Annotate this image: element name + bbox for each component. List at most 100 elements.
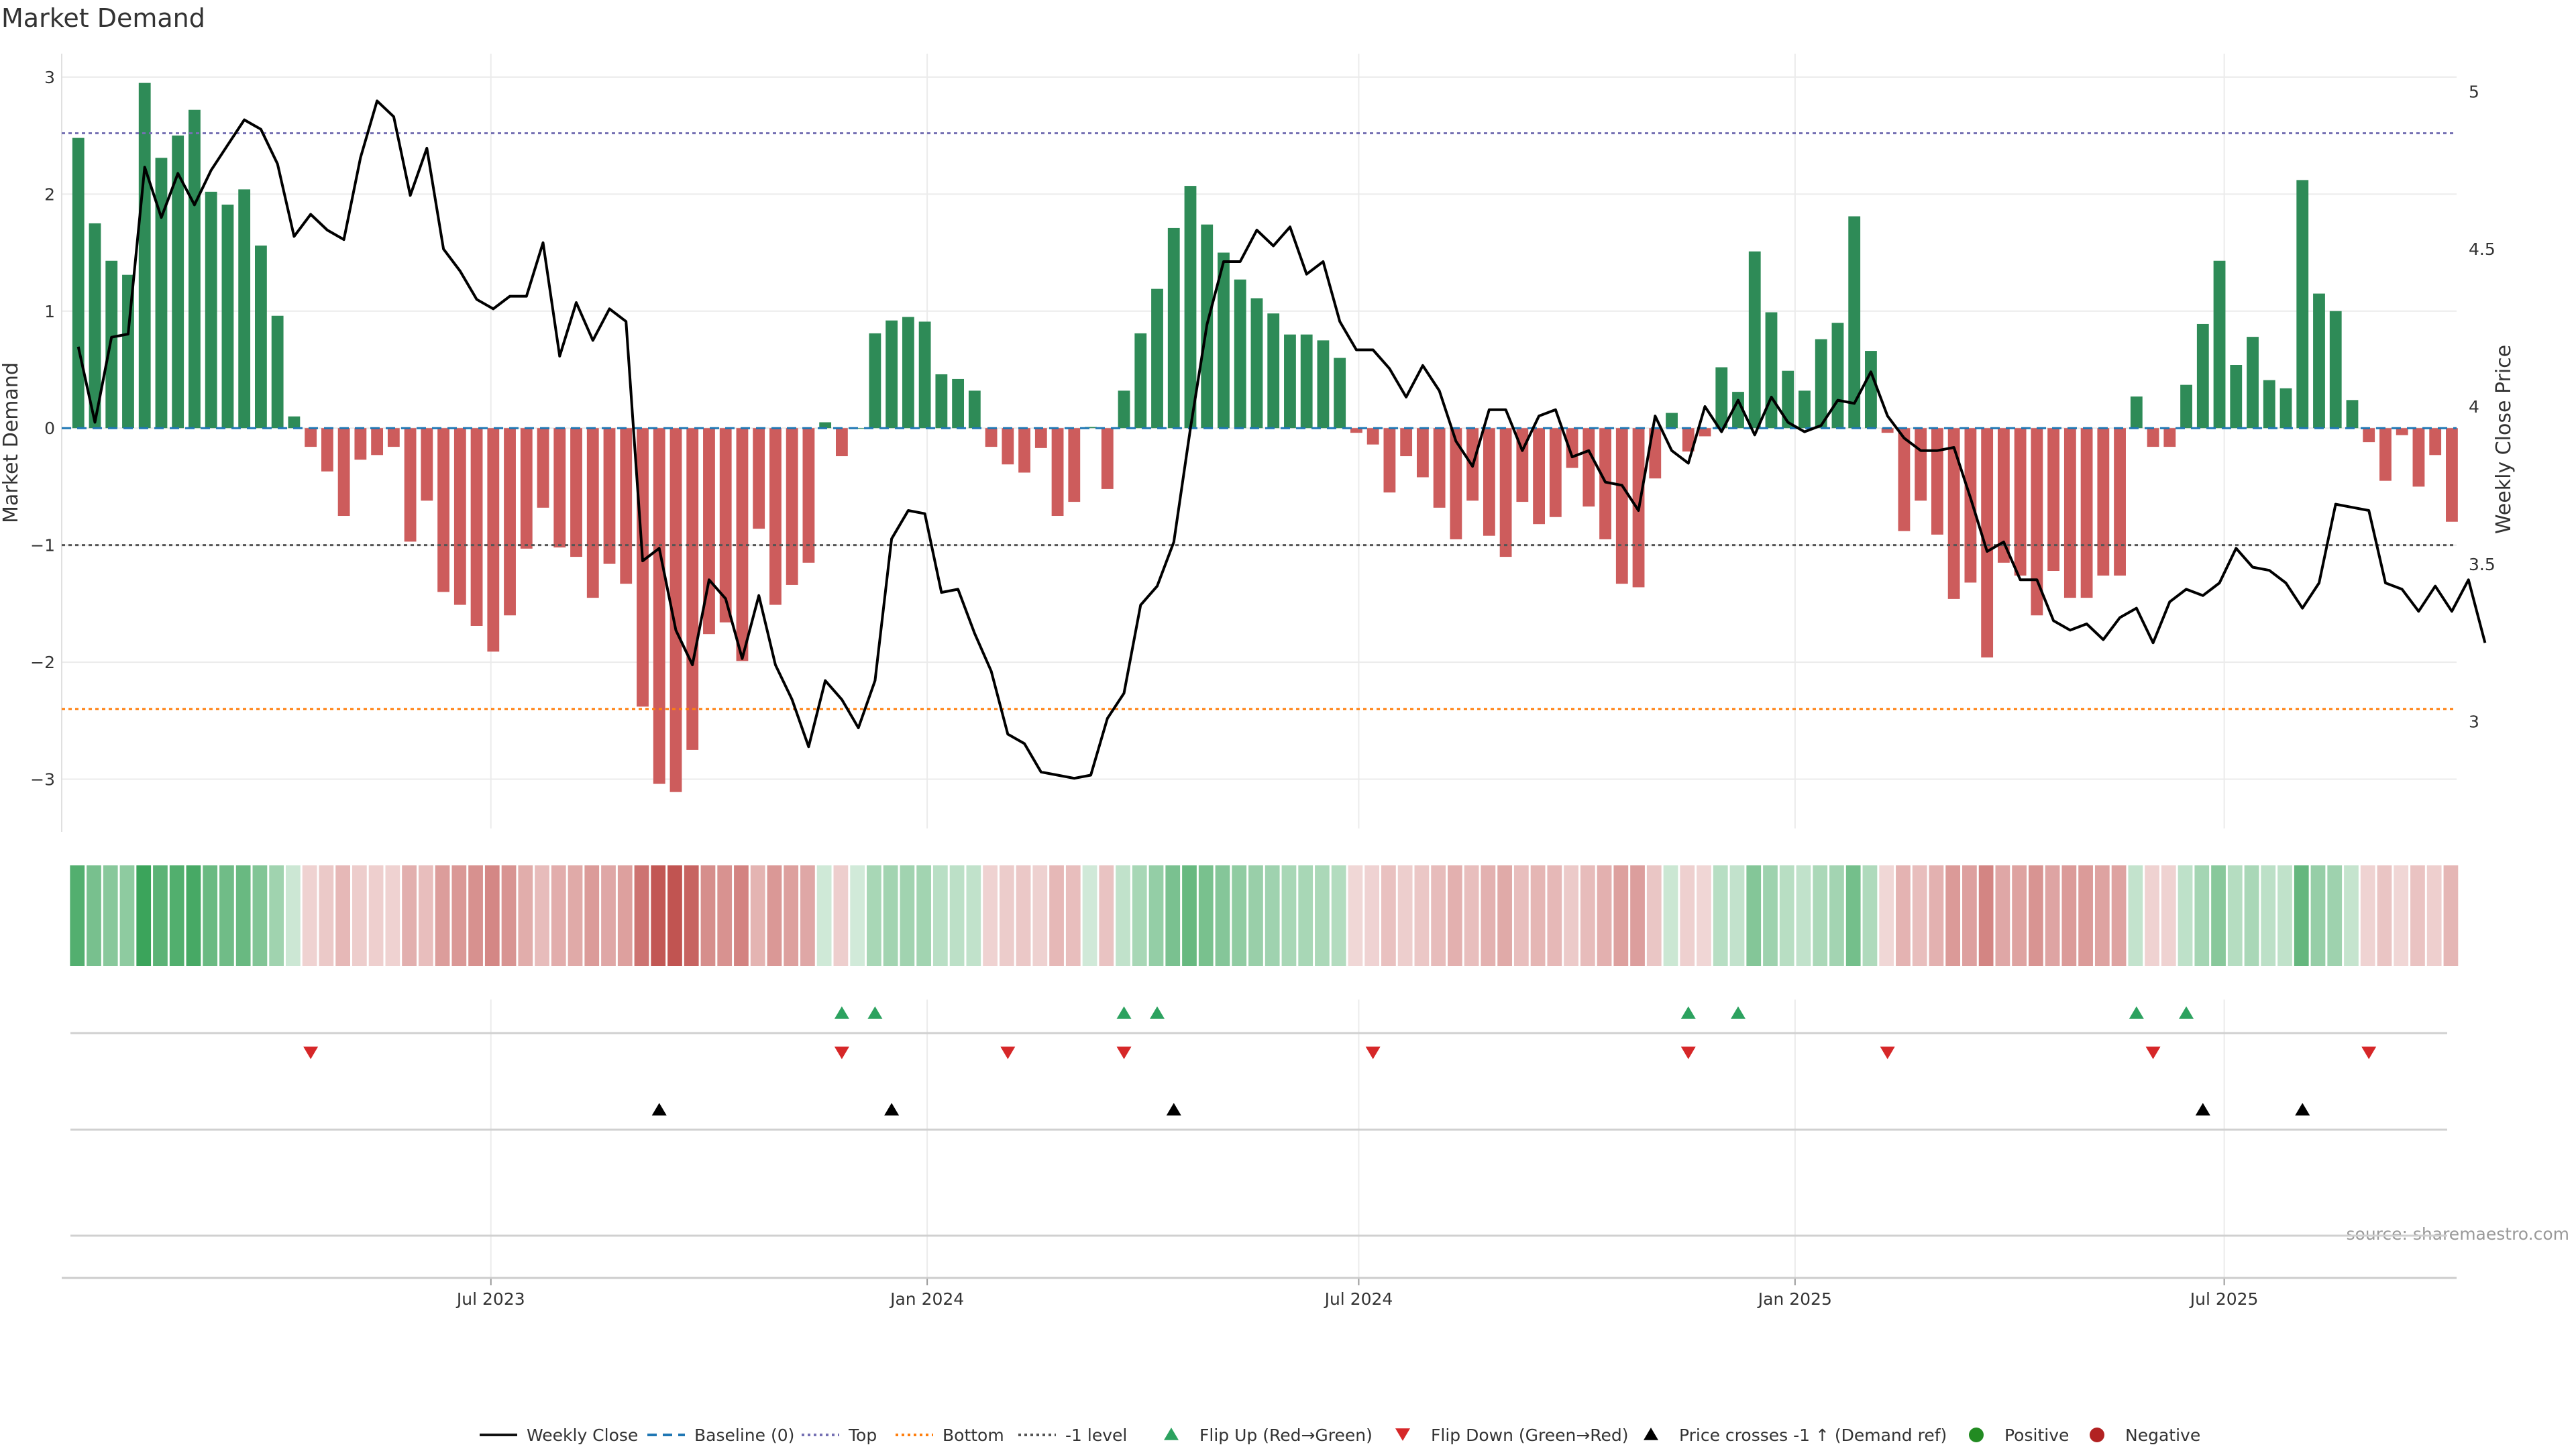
heat-cell	[1613, 865, 1629, 966]
demand-bar	[2230, 365, 2243, 429]
legend-swatch	[1395, 1428, 1410, 1441]
demand-bar	[2213, 260, 2226, 429]
heat-cell	[1032, 865, 1048, 966]
heat-cell	[2078, 865, 2093, 966]
heat-cell	[468, 865, 483, 966]
y-tick-label-right: 3	[2469, 712, 2479, 732]
demand-bar	[1350, 428, 1362, 433]
demand-bar	[1799, 390, 1811, 429]
demand-bar	[1881, 428, 1894, 433]
demand-bar	[2279, 388, 2292, 429]
heat-cell	[186, 865, 201, 966]
demand-bar	[1300, 334, 1313, 429]
heat-cell	[1829, 865, 1844, 966]
demand-bar	[2247, 337, 2259, 429]
demand-bar	[2379, 428, 2392, 481]
heat-cell	[1182, 865, 1197, 966]
heat-cell	[169, 865, 184, 966]
legend-swatch	[2090, 1428, 2104, 1442]
heat-cell	[1945, 865, 1961, 966]
heat-cell	[501, 865, 517, 966]
demand-bar	[603, 428, 616, 564]
heat-cell	[2061, 865, 2077, 966]
demand-bar	[1118, 390, 1130, 429]
heat-cell	[1513, 865, 1529, 966]
y-tick-label-left: −2	[30, 653, 55, 672]
demand-bar	[1400, 428, 1413, 457]
demand-bar	[968, 390, 981, 429]
demand-bar	[918, 321, 931, 429]
demand-bar	[321, 428, 333, 472]
legend-label: Positive	[2004, 1426, 2069, 1445]
demand-bar	[653, 428, 665, 784]
y-tick-label-left: 0	[44, 419, 55, 438]
demand-bar	[753, 428, 765, 529]
heat-cell	[949, 865, 965, 966]
heat-cell	[2012, 865, 2027, 966]
heat-cell	[2178, 865, 2193, 966]
legend-label: -1 level	[1065, 1426, 1127, 1445]
heat-cell	[932, 865, 948, 966]
demand-bar	[2130, 396, 2143, 429]
demand-bar	[1184, 186, 1197, 429]
demand-bar	[1931, 428, 1943, 535]
demand-bar	[1848, 216, 1861, 429]
demand-bar	[2429, 428, 2442, 455]
heat-cell	[435, 865, 450, 966]
flip-up-marker	[2179, 1006, 2194, 1019]
heat-cell	[2244, 865, 2259, 966]
y-tick-label-right: 4.5	[2469, 239, 2496, 259]
demand-bar	[1334, 358, 1346, 429]
heat-cell	[1995, 865, 2010, 966]
heat-cell	[518, 865, 533, 966]
heat-cell	[734, 865, 749, 966]
heat-cell	[800, 865, 815, 966]
demand-bar	[2313, 293, 2325, 429]
flip-down-marker	[834, 1046, 849, 1059]
heat-cell	[1580, 865, 1595, 966]
legend-label: Top	[848, 1426, 877, 1445]
heat-cell	[70, 865, 85, 966]
demand-bar	[1018, 428, 1030, 473]
demand-bar	[902, 317, 914, 429]
flip-up-marker	[867, 1006, 883, 1019]
price-cross-marker	[884, 1103, 900, 1116]
heat-cell	[1298, 865, 1313, 966]
heat-cell	[867, 865, 881, 966]
demand-bar	[1034, 428, 1047, 448]
heat-cell	[1315, 865, 1330, 966]
x-tick-label: Jul 2025	[2189, 1289, 2259, 1309]
demand-bar	[1964, 428, 1977, 583]
demand-bar	[1383, 428, 1396, 493]
price-cross-marker	[2195, 1103, 2210, 1116]
y-tick-label-right: 5	[2469, 82, 2479, 101]
heat-cell	[1929, 865, 1944, 966]
chart-title: Market Demand	[1, 3, 205, 33]
demand-bar	[985, 428, 998, 447]
demand-bar	[1981, 428, 1994, 658]
demand-bar	[1450, 428, 1462, 539]
demand-bar	[2014, 428, 2027, 576]
flip-down-marker	[1000, 1046, 1016, 1059]
demand-bar	[1831, 323, 1844, 429]
legend-label: Bottom	[943, 1426, 1004, 1445]
demand-bar	[387, 428, 400, 447]
legend-swatch	[1644, 1428, 1658, 1440]
heat-cell	[235, 865, 251, 966]
heat-cell	[1414, 865, 1430, 966]
demand-bar	[835, 428, 848, 457]
demand-bar	[2031, 428, 2043, 616]
price-cross-marker	[1166, 1103, 1181, 1116]
heat-cell	[1464, 865, 1479, 966]
legend-label: Flip Down (Green→Red)	[1431, 1426, 1629, 1445]
demand-bar	[852, 428, 865, 429]
demand-bar	[487, 428, 500, 652]
heat-cell	[883, 865, 898, 966]
flip-down-marker	[2361, 1046, 2377, 1059]
demand-bar	[337, 428, 350, 517]
heat-cell	[2277, 865, 2292, 966]
flip-down-marker	[1365, 1046, 1381, 1059]
demand-bar	[255, 246, 267, 429]
heat-cell	[1148, 865, 1164, 966]
